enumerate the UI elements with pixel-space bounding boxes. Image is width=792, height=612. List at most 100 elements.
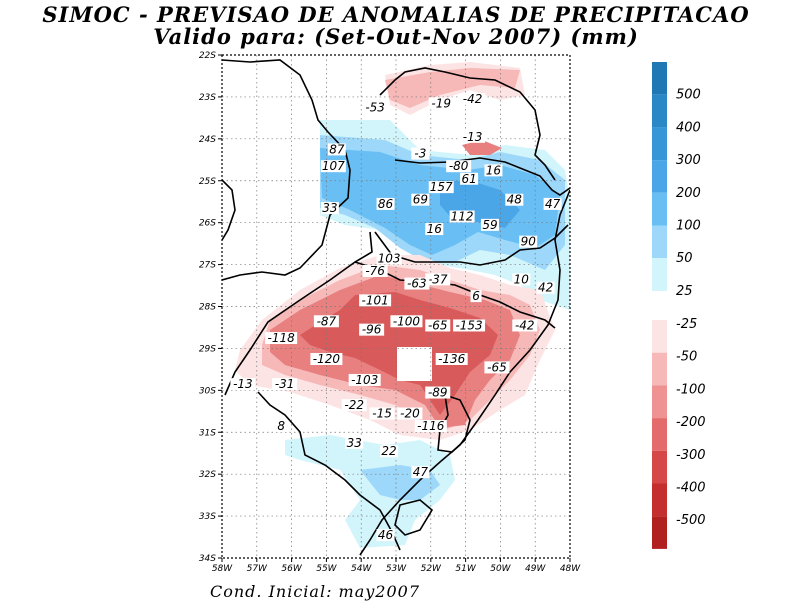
ms-pr-border	[222, 59, 351, 281]
longitude-ticks: 58W 57W 56W 55W 54W 53W 52W 51W 50W 49W 48W	[212, 558, 581, 574]
contour-label: -76	[365, 264, 385, 278]
contour-label-bg	[435, 352, 468, 365]
pr-sc-border	[374, 224, 569, 266]
anomaly-shading	[235, 62, 570, 548]
colorbar-positive-label: 200	[676, 186, 701, 201]
contour-label: 107	[322, 159, 345, 173]
lagoa-dos-patos	[437, 393, 471, 453]
contour-label-bg	[362, 101, 388, 114]
contour-label: 8	[277, 419, 285, 433]
lagoa-mirim	[394, 499, 434, 536]
contour-label-bg	[484, 164, 503, 177]
contour-label: 16	[427, 222, 443, 236]
contour-label-bg	[320, 160, 346, 173]
contour-label: -13	[463, 130, 483, 144]
lon-tick-label: 55W	[316, 564, 337, 574]
contour-label: -89	[428, 386, 448, 400]
contour-label: 47	[413, 465, 429, 479]
contour-label: 69	[413, 193, 428, 207]
colorbar-negative-label: -500	[676, 513, 706, 528]
contour-label: 90	[521, 235, 537, 249]
contour-label-bg	[460, 172, 479, 185]
contour-label-bg	[376, 252, 402, 265]
contour-label: 16	[486, 163, 502, 177]
argentina-border	[224, 231, 373, 396]
lon-tick-label: 54W	[351, 564, 372, 574]
missing-data-patch	[397, 347, 432, 381]
contour-label-bg	[359, 294, 392, 307]
contour-label-bg	[470, 290, 482, 303]
colorbar-negative-swatch	[652, 418, 667, 451]
contour-label: 86	[378, 197, 394, 211]
colorbar-negative-label: -25	[676, 317, 697, 332]
contour-label: 33	[322, 201, 337, 215]
lon-tick-label: 51W	[455, 564, 476, 574]
contour-label-bg	[345, 436, 364, 449]
colorbar-positive-swatch	[652, 127, 667, 161]
contour-label-bg	[512, 273, 531, 286]
contour-label-bg	[512, 319, 538, 332]
contour-label-bg	[414, 420, 447, 433]
contour-label-bg	[425, 273, 451, 286]
lat-tick-label: 31S	[199, 428, 216, 438]
contour-label: 61	[461, 172, 476, 186]
paraguay-river	[222, 179, 236, 241]
colorbar-positive-label: 400	[676, 120, 701, 135]
lat-tick-label: 33S	[199, 512, 216, 522]
colorbar-positive-swatch	[652, 160, 667, 193]
contour-label: -103	[351, 373, 378, 387]
contour-label-bg	[453, 319, 486, 332]
contour-label: 33	[347, 436, 362, 450]
contour-label-bg	[380, 445, 399, 458]
contour-label: -65	[428, 318, 448, 332]
contour-label-bg	[397, 407, 423, 420]
contour-label: -22	[344, 398, 364, 412]
contour-label-bg	[536, 281, 555, 294]
contour-label-bg	[275, 420, 287, 433]
state-borders	[222, 59, 570, 556]
contour-label-bg	[327, 143, 346, 156]
lon-tick-label: 57W	[247, 564, 268, 574]
contour-label: 112	[451, 209, 474, 223]
colorbar-positive-swatch	[652, 225, 667, 259]
colorbar-negative-swatch	[652, 450, 667, 484]
lat-tick-label: 23S	[199, 93, 216, 103]
lat-tick-label: 22S	[199, 51, 216, 61]
contour-label: -101	[362, 293, 389, 307]
pr-sp-border	[394, 157, 570, 196]
coastline	[359, 189, 570, 556]
lat-tick-label: 30S	[199, 386, 216, 396]
contour-label: -87	[317, 314, 337, 328]
colorbar-negative-swatch	[652, 352, 667, 386]
contour-label-bg	[411, 466, 430, 479]
lon-tick-label: 48W	[560, 564, 581, 574]
lat-tick-label: 27S	[199, 261, 216, 271]
contour-label-bg	[230, 378, 256, 391]
positive-anomaly-south-area	[285, 435, 455, 548]
colorbar-positive-label: 300	[676, 153, 701, 168]
colorbar-positive-label: 100	[676, 219, 701, 234]
contour-label-bg	[428, 97, 454, 110]
contour-label-bg	[543, 197, 562, 210]
contour-label-bg	[272, 378, 298, 391]
colorbar: 500 400 300 200 100 50 25 -25 -50 -100 -200 -300 -40…	[652, 62, 706, 549]
contour-label: -116	[417, 419, 445, 433]
contour-label-bg	[313, 315, 339, 328]
contour-label: -153	[455, 318, 482, 332]
contour-label-bg	[449, 210, 475, 223]
contour-label: -96	[362, 323, 382, 337]
contour-label-bg	[390, 315, 423, 328]
contour-label-bg	[480, 218, 499, 231]
lon-tick-label: 52W	[421, 564, 442, 574]
lon-tick-label: 49W	[525, 564, 546, 574]
contour-label-bg	[425, 319, 451, 332]
colorbar-positive-swatch	[652, 192, 667, 226]
lat-tick-label: 32S	[199, 470, 216, 480]
contour-label: -19	[431, 96, 451, 110]
contour-label: -13	[233, 377, 253, 391]
contour-label: -42	[463, 92, 483, 106]
lon-tick-label: 58W	[212, 564, 233, 574]
contour-label-bg	[320, 202, 339, 215]
